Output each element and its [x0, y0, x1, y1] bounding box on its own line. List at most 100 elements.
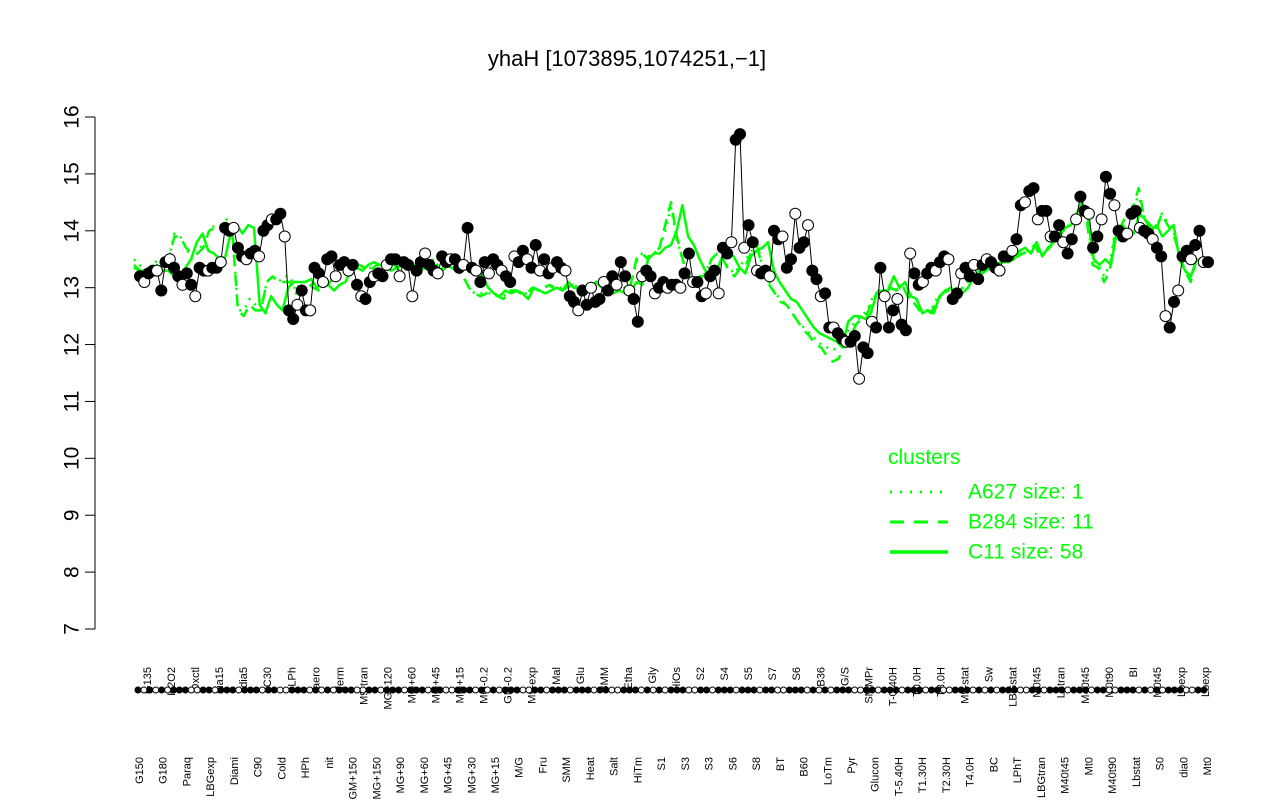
- data-point: [738, 241, 751, 254]
- x-tick-label-upper: aero: [310, 667, 322, 689]
- rug-mark: [815, 686, 823, 694]
- rug-mark: [401, 686, 408, 694]
- x-tick-label-lower: T4.0H: [965, 757, 977, 787]
- x-tick-label-lower: B60: [799, 757, 811, 777]
- rug-mark: [235, 686, 243, 694]
- rug-mark: [1070, 686, 1078, 694]
- data-point: [725, 236, 738, 249]
- rug-mark: [1040, 686, 1048, 694]
- rug-mark: [957, 686, 965, 694]
- rug-mark: [164, 686, 172, 694]
- rug-mark: [175, 686, 183, 694]
- rug-mark: [507, 686, 515, 694]
- rug-mark: [827, 686, 835, 694]
- y-tick-label: 13: [61, 276, 84, 299]
- rug-mark: [643, 686, 651, 694]
- x-tick-label-upper: LPh: [286, 667, 298, 687]
- rug-mark: [537, 686, 545, 694]
- x-tick-label-lower: LBGexp: [205, 757, 217, 797]
- rug-mark: [1105, 686, 1113, 694]
- rug-mark: [466, 686, 474, 694]
- data-point: [1099, 170, 1112, 183]
- x-axis: G150 G180 Paraq LBGexp Diami C90 Cold HPh nit GM+…: [134, 666, 1214, 799]
- rug-mark: [329, 686, 337, 694]
- data-point: [504, 276, 517, 288]
- legend-label: B284 size: 11: [968, 511, 1094, 534]
- rug-mark: [448, 686, 456, 694]
- data-point: [431, 267, 444, 280]
- data-point: [189, 290, 202, 303]
- rug-mark: [797, 686, 805, 694]
- rug-mark: [513, 686, 521, 694]
- data-point: [295, 284, 308, 297]
- rug-mark: [501, 686, 509, 694]
- rug-mark: [383, 686, 391, 694]
- rug-mark: [572, 686, 580, 694]
- data-point: [461, 221, 474, 234]
- rug-mark: [833, 686, 841, 694]
- rug-mark: [969, 686, 977, 694]
- rug-mark: [1194, 686, 1202, 694]
- rug-mark: [454, 686, 462, 694]
- x-tick-label-lower: M40t45: [1060, 757, 1072, 794]
- rug-mark: [738, 686, 746, 694]
- rug-mark: [596, 686, 604, 694]
- data-point: [1172, 284, 1185, 297]
- x-tick-label-upper: HiOs: [671, 667, 683, 692]
- x-tick-label-upper: Lbtran: [1056, 667, 1068, 698]
- rug-mark: [857, 686, 865, 694]
- x-tick-label-upper: dia5: [238, 667, 250, 688]
- data-point: [1163, 321, 1176, 334]
- rug-mark: [1034, 686, 1042, 694]
- rug-mark: [886, 686, 894, 694]
- rug-mark: [554, 686, 562, 694]
- y-tick-label: 15: [61, 162, 84, 185]
- rug-mark: [306, 686, 314, 694]
- x-tick-label-upper: MG+45: [431, 667, 443, 703]
- y-tick-label: 9: [61, 509, 84, 521]
- rug-mark: [264, 686, 272, 694]
- rug-mark: [780, 686, 788, 694]
- data-point: [155, 284, 168, 297]
- rug-mark: [655, 686, 663, 694]
- rug-mark: [270, 686, 278, 694]
- data-point: [325, 250, 338, 263]
- legend-entries: A627 size: 1 B284 size: 11 C11 size: 58: [890, 481, 1094, 564]
- data-point: [899, 324, 912, 337]
- rug-mark: [1164, 686, 1172, 694]
- x-tick-label-lower: MG+90: [395, 757, 407, 793]
- legend-label: A627 size: 1: [968, 481, 1084, 504]
- data-point: [329, 270, 342, 283]
- rug-mark: [353, 686, 361, 694]
- rug-mark: [839, 686, 847, 694]
- rug-mark: [1135, 686, 1143, 694]
- x-tick-label-upper: BI: [1128, 667, 1140, 677]
- data-point: [278, 230, 291, 243]
- rug-mark: [993, 686, 1001, 694]
- data-point: [304, 304, 317, 317]
- rug-mark: [821, 686, 829, 694]
- x-tick-label-upper: SMMPr: [863, 667, 875, 704]
- x-tick-label-lower: GM+150: [348, 757, 360, 800]
- rug-mark: [679, 686, 687, 694]
- x-tick-label-lower: Diami: [229, 757, 241, 785]
- rug-mark: [898, 686, 906, 694]
- y-tick-label: 10: [61, 447, 84, 470]
- data-point: [538, 253, 551, 266]
- rug-mark: [851, 686, 859, 694]
- data-point: [1061, 247, 1074, 260]
- data-point: [602, 284, 614, 297]
- rug-mark: [1147, 686, 1155, 694]
- rug-mark: [187, 686, 195, 694]
- rug-mark: [365, 686, 373, 694]
- x-tick-label-lower: MG+15: [490, 757, 502, 793]
- rug-mark: [791, 686, 799, 694]
- x-tick-label-lower: Cold: [276, 757, 288, 780]
- data-point: [904, 247, 917, 260]
- x-tick-label-lower: MG+60: [419, 757, 431, 793]
- data-point: [785, 253, 797, 266]
- rug-mark: [1159, 686, 1167, 694]
- data-point: [972, 273, 985, 286]
- y-axis: 7 8 9 10 11 12 13 14 15 16: [61, 105, 96, 635]
- rug-mark: [845, 686, 853, 694]
